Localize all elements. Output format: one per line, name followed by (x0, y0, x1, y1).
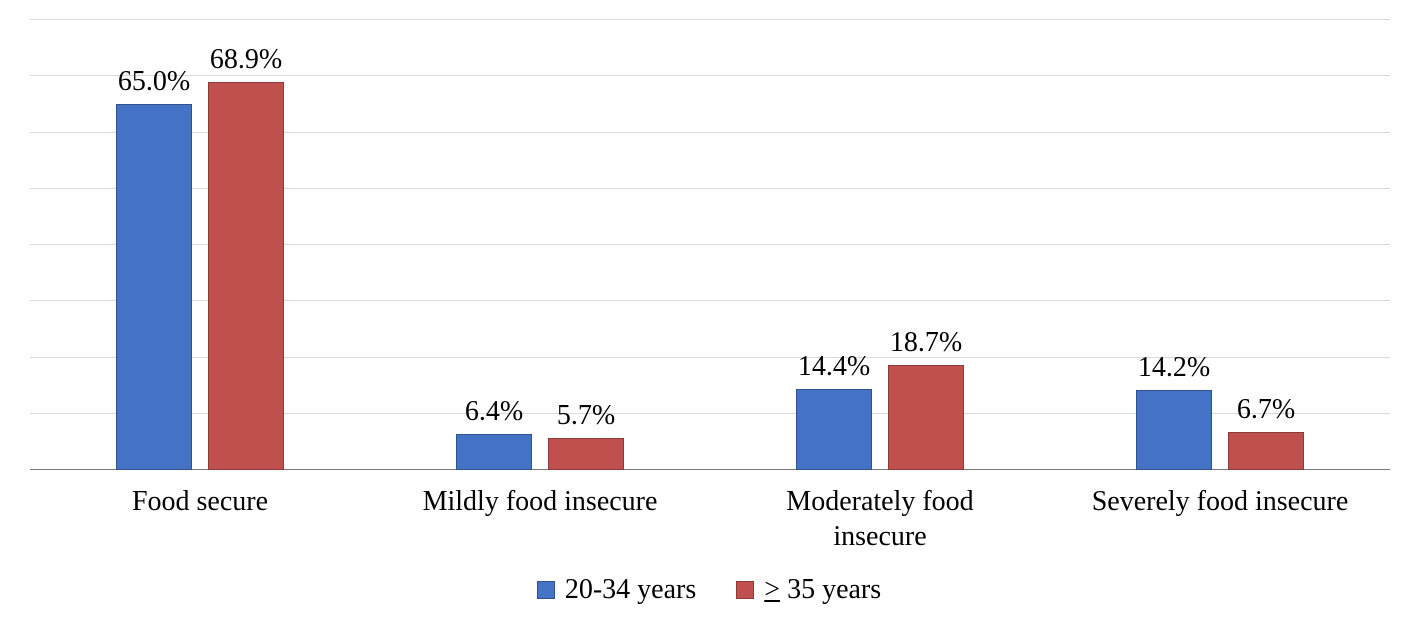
chart-container: 65.0% 68.9% 6.4% 5.7% 14.4% 18.7% 14.2% 6.7% Fo… (0, 0, 1418, 618)
bar (1228, 432, 1304, 470)
legend-swatch-1 (537, 581, 555, 599)
bar-value-label: 6.4% (465, 396, 523, 428)
bar (796, 389, 872, 470)
bar-value-label: 18.7% (890, 327, 962, 359)
legend-swatch-2 (736, 581, 754, 599)
plot-area: 65.0% 68.9% 6.4% 5.7% 14.4% 18.7% 14.2% 6.7% (30, 20, 1390, 470)
bar (208, 82, 284, 470)
bar-value-label: 5.7% (557, 400, 615, 432)
bar (548, 438, 624, 470)
category-label: Food secure (30, 484, 370, 519)
category-label: Mildly food insecure (370, 484, 710, 519)
bar-value-label: 14.2% (1138, 352, 1210, 384)
legend: 20-34 years > 35 years (0, 574, 1418, 606)
legend-item-series-2: > 35 years (736, 574, 881, 606)
legend-label-1: 20-34 years (565, 574, 696, 606)
bar (888, 365, 964, 470)
bar (1136, 390, 1212, 470)
bar-value-label: 65.0% (118, 66, 190, 98)
legend-item-series-1: 20-34 years (537, 574, 696, 606)
category-label: Moderately food insecure (710, 484, 1050, 554)
bar-value-label: 14.4% (798, 351, 870, 383)
legend-label-2: > 35 years (764, 574, 881, 606)
bar (116, 104, 192, 470)
bar (456, 434, 532, 470)
bar-value-label: 6.7% (1237, 394, 1295, 426)
category-label: Severely food insecure (1050, 484, 1390, 519)
bar-value-label: 68.9% (210, 44, 282, 76)
gridline (30, 19, 1390, 20)
